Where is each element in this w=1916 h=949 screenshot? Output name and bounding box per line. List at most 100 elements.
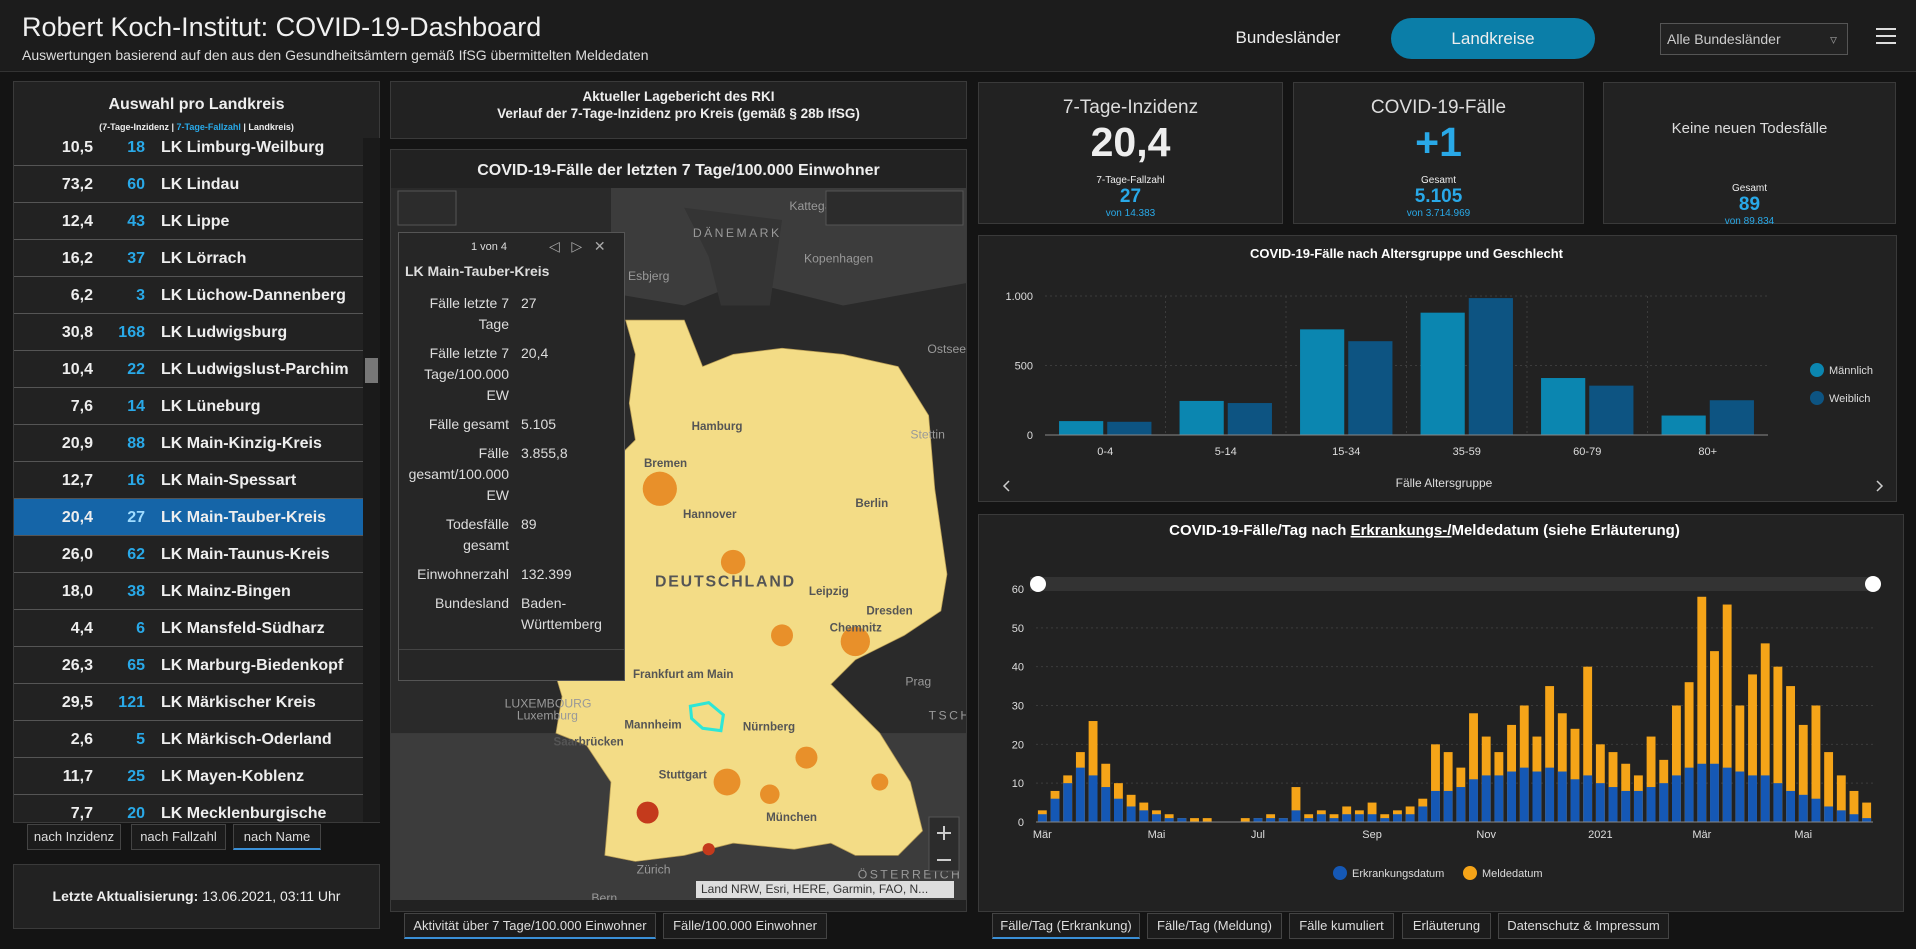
field-label: Fälle letzte 7 Tage [429, 295, 509, 332]
bottom-tab[interactable]: Fälle kumuliert [1289, 913, 1394, 939]
page-title: Robert Koch-Institut: COVID-19-Dashboard [22, 12, 542, 42]
district-row[interactable]: 10,5 18 LK Limburg-Weilburg [14, 138, 363, 166]
bar [1469, 779, 1478, 822]
scrollbar[interactable] [363, 138, 380, 822]
district-name: LK Lippe [161, 213, 230, 230]
map-label: TSCH [929, 709, 972, 723]
district-row[interactable]: 6,2 3 LK Lüchow-Dannenberg [14, 277, 363, 314]
district-row[interactable]: 10,4 22 LK Ludwigslust-Parchim [14, 351, 363, 388]
page-subtitle: Auswertungen basierend auf den aus den G… [22, 47, 649, 63]
list-legend: (7-Tage-Inzidenz | 7-Tage-Fallzahl | Lan… [99, 122, 294, 132]
nav-button-active[interactable]: Landkreise [1391, 18, 1595, 59]
report-link[interactable]: Aktueller Lagebericht des RKI Verlauf der… [390, 81, 967, 139]
map-tab[interactable]: Fälle/100.000 Einwohner [663, 913, 827, 939]
card: Keine neuen Todesfälle Gesamt 89 von 89.… [1603, 82, 1896, 227]
case-count: 121 [118, 694, 145, 711]
bar [1202, 818, 1212, 822]
map-label: Prag [905, 674, 931, 688]
map-title: COVID-19-Fälle der letzten 7 Tage/100.00… [477, 162, 880, 179]
district-name: LK Mecklenburgische [161, 805, 327, 822]
bar [1541, 378, 1586, 435]
menu-icon[interactable] [1876, 28, 1896, 44]
bar [1190, 818, 1199, 822]
x-tick-label: Mär [1692, 829, 1711, 841]
district-row[interactable]: 30,8 168 LK Ludwigsburg [14, 314, 363, 351]
district-list: 10,5 18 LK Limburg-Weilburg 73,2 60 LK Lindau… [14, 138, 363, 822]
district-row[interactable]: 7,6 14 LK Lüneburg [14, 388, 363, 425]
bar [1431, 744, 1440, 822]
slider-handle [1030, 576, 1046, 592]
x-tick-label: Mai [1794, 829, 1812, 841]
popup-controls[interactable]: ◁ ▷ ✕ [549, 238, 606, 254]
bar [1113, 798, 1123, 822]
district-row[interactable]: 20,4 27 LK Main-Tauber-Kreis [14, 499, 363, 536]
bottom-tab[interactable]: Fälle/Tag (Meldung) [1147, 913, 1282, 939]
map-label: Stettin [910, 428, 945, 442]
bar [1671, 775, 1681, 822]
district-row[interactable]: 4,4 6 LK Mansfeld-Südharz [14, 610, 363, 647]
bar [1380, 818, 1390, 822]
map-label: Frankfurt am Main [633, 668, 734, 681]
bar [1253, 818, 1263, 822]
bottom-tab[interactable]: Erläuterung [1402, 913, 1491, 939]
dropdown[interactable]: Alle Bundesländer ▿ [1660, 23, 1848, 55]
bar [1671, 705, 1681, 822]
map-tool[interactable] [397, 190, 457, 226]
popup-field: Fälle letzte 7 Tage/100.000 EW 20,4 [399, 343, 624, 406]
zoom-control[interactable] [928, 816, 960, 872]
zoom-icons [937, 826, 951, 861]
district-row[interactable]: 26,3 65 LK Marburg-Biedenkopf [14, 647, 363, 684]
x-tick-label: 0-4 [1097, 446, 1113, 458]
bar [1443, 790, 1453, 822]
sort-button[interactable]: nach Fallzahl [131, 824, 226, 850]
map-label: Kopenhagen [804, 252, 873, 266]
sort-button[interactable]: nach Name [233, 824, 321, 850]
district-row[interactable]: 26,0 62 LK Main-Taunus-Kreis [14, 536, 363, 573]
nav-button[interactable]: Bundesländer [1235, 28, 1341, 47]
bar [1824, 806, 1834, 822]
district-row[interactable]: 29,5 121 LK Märkischer Kreis [14, 684, 363, 721]
bar [1354, 814, 1364, 822]
popup-field: Fälle gesamt/100.000 EW 3.855,8 [399, 443, 624, 506]
district-row[interactable]: 2,6 5 LK Märkisch-Oderland [14, 721, 363, 758]
district-row[interactable]: 11,7 25 LK Mayen-Koblenz [14, 758, 363, 795]
district-row[interactable]: 20,9 88 LK Main-Kinzig-Kreis [14, 425, 363, 462]
field-label: Fälle letzte 7 Tage/100.000 EW [424, 345, 509, 403]
card-sub-value: 89 [1738, 194, 1761, 215]
map-label: Esbjerg [628, 269, 669, 283]
district-row[interactable]: 18,0 38 LK Mainz-Bingen [14, 573, 363, 610]
map-tab[interactable]: Aktivität über 7 Tage/100.000 Einwohner [404, 913, 656, 939]
district-row[interactable]: 12,7 16 LK Main-Spessart [14, 462, 363, 499]
bar [1431, 790, 1440, 822]
district-row[interactable]: 73,2 60 LK Lindau [14, 166, 363, 203]
x-tick-label: Mär [1033, 829, 1052, 841]
bar [1798, 724, 1808, 822]
map-label: Leipzig [809, 585, 849, 598]
district-name: LK Main-Taunus-Kreis [161, 546, 330, 563]
case-count: 168 [118, 324, 145, 341]
district-row[interactable]: 16,2 37 LK Lörrach [14, 240, 363, 277]
list-title: Auswahl pro Landkreis [108, 96, 285, 113]
bottom-tab[interactable]: Fälle/Tag (Erkrankung) [992, 913, 1140, 939]
card-sub-label: Gesamt [1420, 175, 1456, 186]
map-toolbar[interactable] [825, 190, 964, 226]
x-tick-label: Mai [1148, 829, 1166, 841]
bar [1786, 790, 1796, 822]
map-label: Luxemburg [517, 709, 578, 723]
y-tick-label: 50 [1012, 623, 1024, 635]
bar [1316, 814, 1326, 822]
bar [1811, 705, 1821, 822]
bar [1849, 814, 1859, 822]
district-row[interactable]: 12,4 43 LK Lippe [14, 203, 363, 240]
card-title: Keine neuen Todesfälle [1671, 120, 1828, 137]
bar [1519, 705, 1529, 822]
bottom-tab[interactable]: Datenschutz & Impressum [1498, 913, 1669, 939]
bar [1589, 385, 1634, 435]
case-count: 3 [136, 287, 145, 304]
incidence: 26,3 [61, 657, 93, 674]
bar [1507, 771, 1517, 822]
sort-button[interactable]: nach Inzidenz [27, 824, 121, 850]
district-row[interactable]: 7,7 20 LK Mecklenburgische [14, 795, 363, 822]
x-tick-label: 2021 [1588, 829, 1612, 841]
card: COVID-19-Fälle +1 Gesamt 5.105 von 3.714… [1293, 82, 1584, 224]
